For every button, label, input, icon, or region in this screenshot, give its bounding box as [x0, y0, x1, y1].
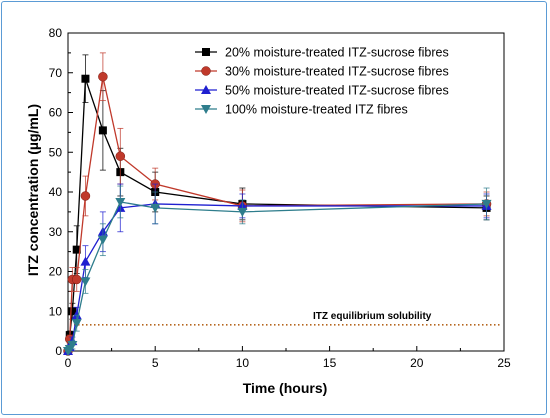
- series-4-point: [71, 319, 82, 329]
- legend-marker: [202, 48, 210, 56]
- x-tick-label: 20: [410, 356, 424, 370]
- y-tick-label: 40: [49, 185, 63, 199]
- series-2-point: [80, 191, 91, 201]
- series-4-point: [481, 199, 492, 209]
- y-tick-label: 60: [49, 106, 63, 120]
- series-2-line: [67, 76, 487, 352]
- legend-entry: 50% moisture-treated ITZ-sucrose fibres: [225, 84, 449, 98]
- series-4-point: [237, 207, 248, 217]
- series-2-point: [115, 151, 126, 161]
- y-tick-label: 30: [49, 225, 63, 239]
- series-4-point: [80, 277, 91, 287]
- equilibrium-solubility-label: ITZ equilibrium solubility: [313, 311, 432, 322]
- plot-area: 0 5 10 15 20 25 0 10 20 30 40 50 60 70 80 20% moisture-…: [49, 26, 511, 370]
- y-tick-label: 80: [49, 26, 63, 40]
- x-tick-label: 5: [152, 356, 159, 370]
- series-4-point: [97, 235, 108, 245]
- series-3-point: [71, 310, 82, 320]
- y-tick-label: 50: [49, 145, 63, 159]
- series-1-point: [68, 307, 77, 316]
- series-1-point: [72, 245, 81, 254]
- series-4-point: [67, 341, 78, 351]
- series-4-point: [115, 197, 126, 207]
- series-2-point: [71, 274, 82, 285]
- y-tick-label: 20: [49, 265, 63, 279]
- y-tick-label: 10: [49, 304, 63, 318]
- legend-marker: [201, 85, 211, 94]
- y-tick-label: 0: [55, 344, 62, 358]
- x-tick-label: 0: [65, 356, 72, 370]
- legend-marker: [201, 66, 211, 76]
- series-4-line: [67, 201, 487, 352]
- plot-border: [67, 32, 505, 352]
- series-2-point: [98, 71, 108, 82]
- legend-entry: 100% moisture-treated ITZ fibres: [225, 103, 408, 117]
- series-1-point: [81, 74, 90, 83]
- x-tick-label: 10: [236, 356, 250, 370]
- series-4-point: [150, 203, 161, 213]
- legend-entry: 20% moisture-treated ITZ-sucrose fibres: [225, 46, 449, 60]
- x-axis-title: Time (hours): [243, 380, 328, 396]
- y-axis-title: ITZ concentration (µg/mL): [25, 104, 41, 276]
- series-3-line: [67, 203, 487, 352]
- y-tick-label: 70: [49, 66, 63, 80]
- x-tick-label: 15: [323, 356, 337, 370]
- legend-entry: 30% moisture-treated ITZ-sucrose fibres: [225, 65, 449, 79]
- x-tick-label: 25: [497, 356, 511, 370]
- series-3-point: [80, 256, 91, 266]
- series-1-point: [98, 126, 107, 135]
- legend-marker: [201, 105, 211, 114]
